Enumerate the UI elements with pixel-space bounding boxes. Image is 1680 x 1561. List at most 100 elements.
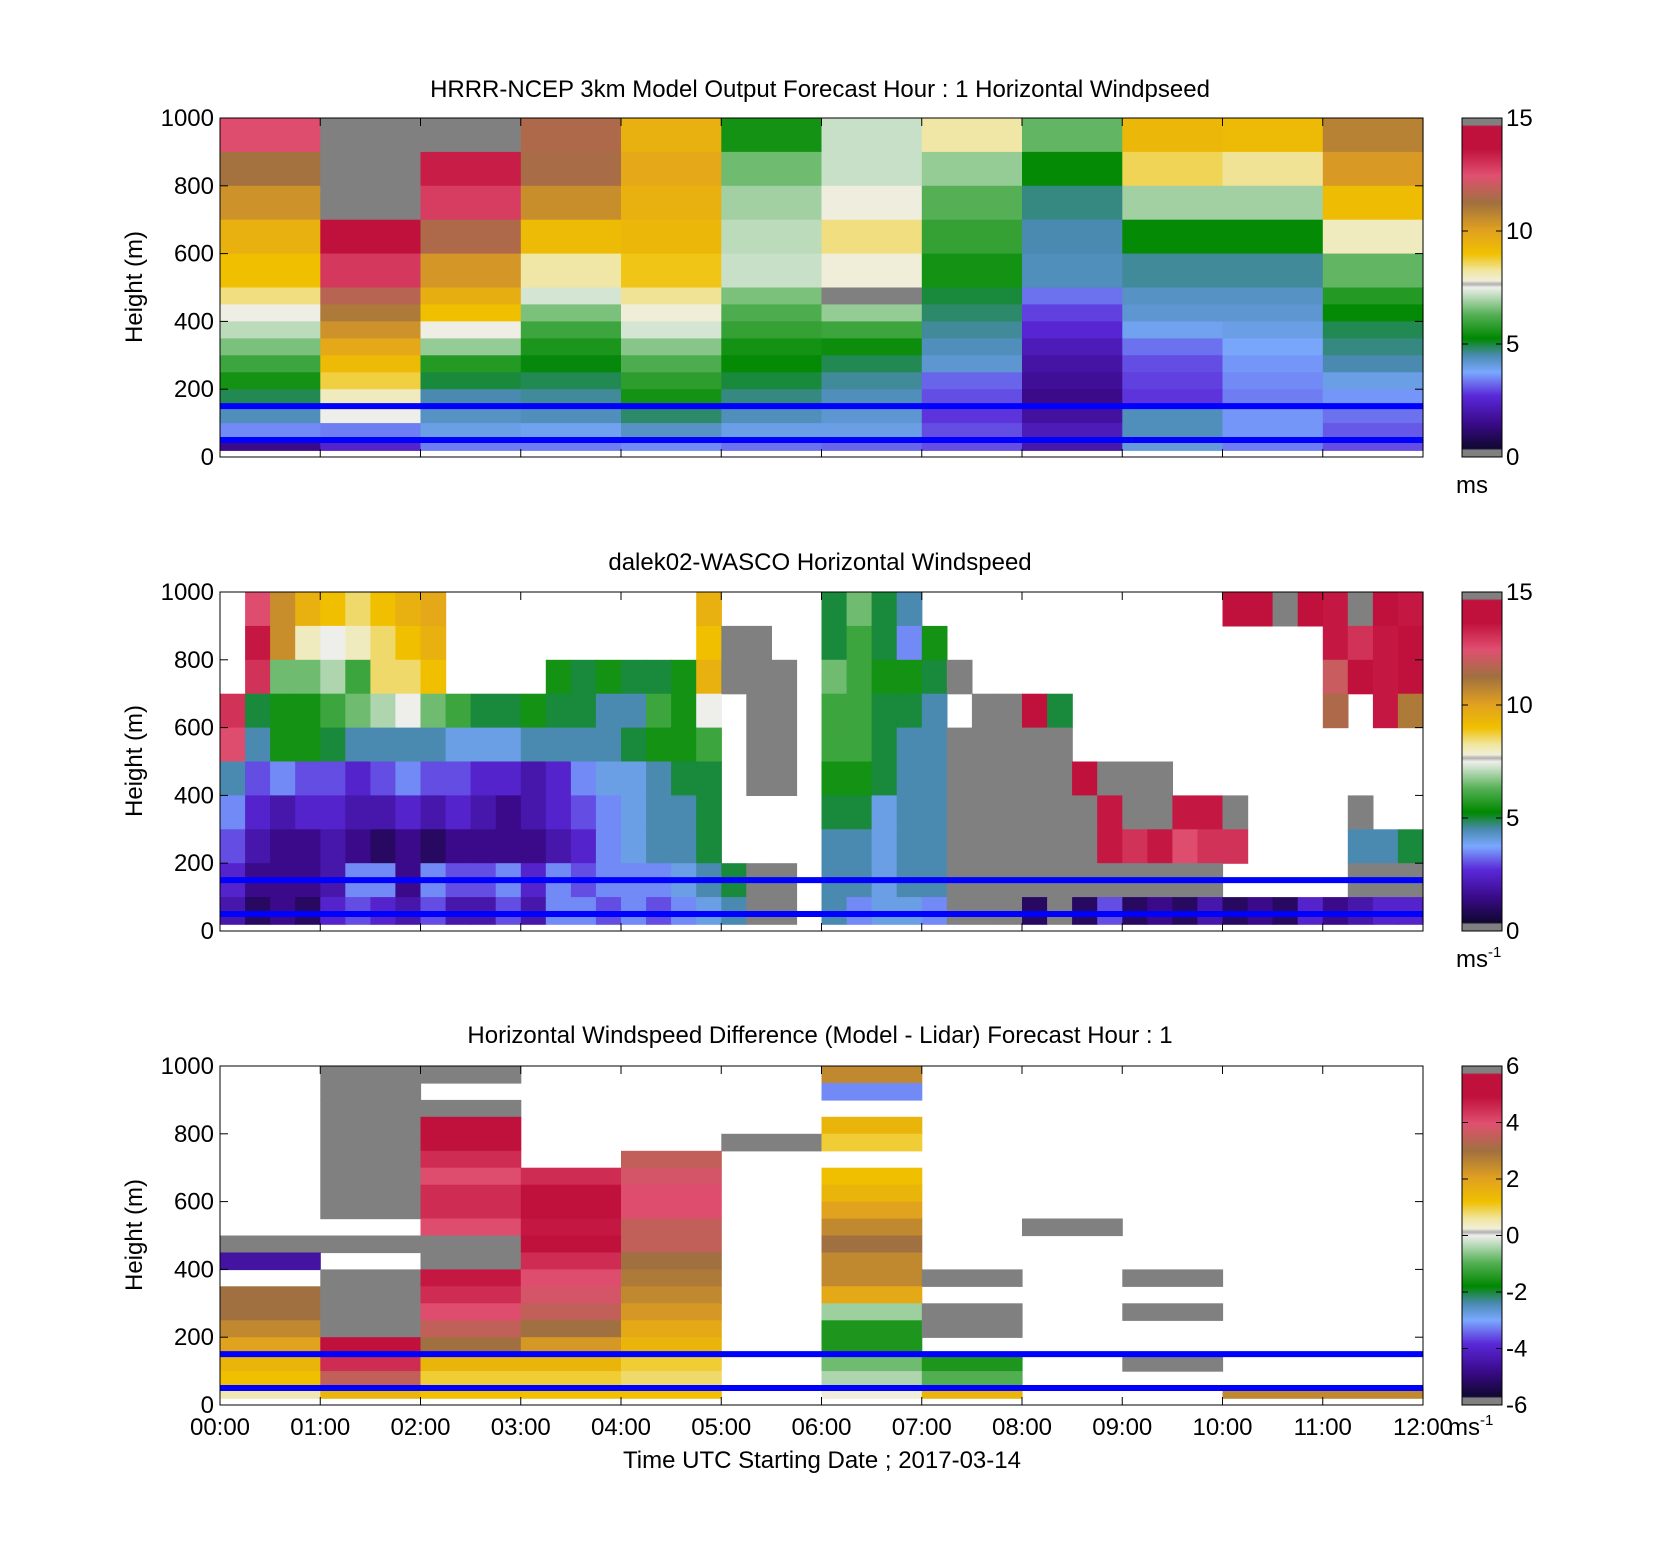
y-tick-label: 600: [174, 1189, 214, 1216]
heatmap-cell: [1347, 659, 1374, 695]
heatmap-cell: [220, 693, 246, 729]
heatmap-cell: [621, 1303, 722, 1321]
heatmap-cell: [370, 727, 397, 763]
heatmap-cell: [621, 1167, 722, 1186]
heatmap-cell: [621, 1252, 722, 1271]
heatmap-cell: [871, 727, 898, 763]
heatmap-cell: [946, 795, 973, 830]
heatmap-cell: [345, 829, 371, 864]
heatmap-cell: [420, 406, 522, 424]
heatmap-cell: [821, 1371, 923, 1389]
heatmap-cell: [320, 761, 346, 796]
x-tick-label: 05:00: [691, 1414, 751, 1441]
heatmap-cell: [220, 253, 321, 289]
heatmap-cell: [1022, 185, 1123, 221]
heatmap-cell: [921, 659, 948, 695]
heatmap-cell: [1222, 406, 1324, 424]
heatmap-cell: [220, 1320, 321, 1338]
heatmap-cell: [721, 423, 823, 441]
heatmap-cell: [921, 795, 948, 830]
heatmap-cell: [871, 761, 898, 796]
heatmap-cell: [345, 897, 371, 925]
heatmap-cell: [420, 389, 522, 407]
heatmap-cell: [420, 625, 447, 661]
heatmap-cell: [1372, 625, 1399, 661]
heatmap-cell: [595, 727, 622, 763]
y-tick-label: 200: [174, 376, 214, 403]
colorbar-tick-label: -2: [1506, 1279, 1527, 1306]
heatmap-cell: [921, 829, 948, 864]
heatmap-cell: [721, 338, 823, 356]
heatmap-cell: [621, 1201, 722, 1220]
heatmap-cell: [1397, 693, 1424, 729]
difference-panel: Horizontal Windspeed Difference (Model -…: [121, 1022, 1527, 1474]
heatmap-cell: [971, 693, 998, 729]
model-windspeed-panel: HRRR-NCEP 3km Model Output Forecast Hour…: [121, 76, 1533, 499]
heatmap-cell: [996, 829, 1023, 864]
heatmap-cell: [1072, 795, 1098, 830]
heatmap-cell: [395, 693, 422, 729]
heatmap-cell: [1122, 338, 1224, 356]
heatmap-cell: [420, 829, 447, 864]
heatmap-cell: [1322, 389, 1424, 407]
heatmap-cell: [520, 423, 622, 441]
heatmap-cell: [821, 287, 923, 305]
heatmap-cell: [495, 897, 522, 925]
heatmap-cell: [621, 321, 722, 339]
heatmap-cell: [320, 253, 422, 289]
heatmap-cell: [621, 118, 722, 153]
heatmap-cell: [621, 829, 647, 864]
heatmap-cell: [420, 1167, 522, 1186]
heatmap-cell: [320, 440, 422, 451]
heatmap-cell: [921, 1371, 1023, 1389]
y-tick-label: 0: [201, 918, 214, 945]
heatmap-cell: [821, 1167, 923, 1186]
y-axis-ticks: 0 200 400 600 800 1000: [161, 579, 1423, 945]
heatmap-cell: [646, 795, 672, 830]
heatmap-cell: [921, 185, 1023, 221]
heatmap-cell: [1022, 761, 1048, 796]
heatmap-cell: [420, 423, 522, 441]
heatmap-cell: [570, 659, 597, 695]
heatmap-cell: [320, 1303, 422, 1321]
heatmap-cell: [220, 1235, 321, 1254]
heatmap-cell: [320, 1337, 422, 1355]
heatmap-cell: [1122, 151, 1224, 187]
heatmap-cell: [270, 829, 296, 864]
heatmap-cell: [1222, 338, 1324, 356]
heatmap-cell: [320, 1133, 422, 1152]
heatmap-cell: [320, 304, 422, 322]
heatmap-cell: [320, 727, 346, 763]
heatmap-cell: [520, 321, 622, 339]
heatmap-cell: [545, 659, 572, 695]
heatmap-cell: [821, 592, 848, 627]
heatmap-cell: [746, 693, 772, 729]
heatmap-cell: [420, 253, 522, 289]
heatmap-cell: [971, 727, 998, 763]
heatmap-cell: [520, 1218, 622, 1237]
heatmap-cell: [595, 761, 622, 796]
heatmap-cell: [1022, 727, 1048, 763]
heatmap-cell: [245, 693, 271, 729]
heatmap-cell: [621, 219, 722, 255]
heatmap-cell: [1122, 406, 1224, 424]
heatmap-cell: [520, 1388, 622, 1399]
heatmap-cell: [1072, 829, 1098, 864]
heatmap-cell: [696, 625, 722, 661]
heatmap-cell: [671, 829, 697, 864]
heatmap-cell: [1172, 829, 1199, 864]
heatmap-cell: [821, 693, 848, 729]
heatmap-cell: [871, 659, 898, 695]
heatmap-cell: [320, 406, 422, 424]
heatmap-cell: [520, 1235, 622, 1254]
heatmap-cell: [370, 761, 397, 796]
heatmap-cell: [1397, 897, 1424, 925]
heatmap-cell: [921, 406, 1023, 424]
heatmap-cell: [821, 1320, 923, 1338]
heatmap-cell: [1222, 372, 1324, 390]
heatmap-cell: [846, 659, 873, 695]
heatmap-cell: [646, 829, 672, 864]
y-tick-label: 600: [174, 241, 214, 268]
heatmap-cell: [821, 1201, 923, 1220]
